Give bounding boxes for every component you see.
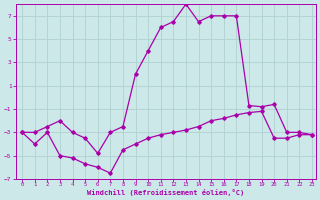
X-axis label: Windchill (Refroidissement éolien,°C): Windchill (Refroidissement éolien,°C) (87, 189, 244, 196)
